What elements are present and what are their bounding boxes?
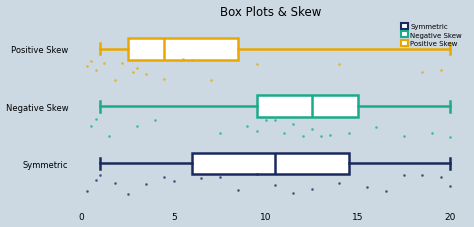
- Point: [161, 78, 168, 82]
- Point: [281, 131, 288, 135]
- Point: [437, 175, 445, 179]
- Point: [87, 59, 94, 63]
- Point: [92, 117, 100, 121]
- Legend: Symmetric, Negative Skew, Positive Skew: Symmetric, Negative Skew, Positive Skew: [398, 21, 465, 50]
- Point: [105, 134, 113, 138]
- Point: [336, 182, 343, 185]
- Point: [290, 123, 297, 126]
- Point: [308, 128, 316, 131]
- Point: [96, 174, 104, 177]
- Point: [345, 132, 353, 135]
- Point: [118, 62, 126, 66]
- Point: [299, 134, 306, 138]
- Point: [142, 182, 150, 186]
- PathPatch shape: [256, 96, 358, 117]
- Point: [419, 71, 426, 75]
- Point: [198, 176, 205, 180]
- Point: [271, 183, 279, 187]
- Point: [129, 71, 137, 74]
- Point: [253, 130, 260, 134]
- Point: [92, 69, 100, 72]
- Point: [253, 173, 260, 176]
- Point: [290, 192, 297, 195]
- Point: [373, 126, 380, 130]
- Point: [244, 124, 251, 128]
- Point: [170, 180, 177, 183]
- Point: [83, 190, 91, 193]
- Point: [161, 175, 168, 179]
- Point: [133, 125, 141, 128]
- Point: [216, 176, 224, 179]
- Point: [437, 69, 445, 72]
- Point: [317, 134, 325, 138]
- Point: [188, 59, 196, 62]
- Point: [446, 136, 454, 140]
- Point: [111, 79, 118, 82]
- Point: [400, 135, 408, 138]
- Point: [271, 119, 279, 122]
- Point: [179, 58, 187, 62]
- Point: [83, 65, 91, 69]
- Point: [124, 192, 131, 196]
- Point: [382, 189, 389, 192]
- Point: [234, 188, 242, 192]
- Point: [308, 188, 316, 191]
- Point: [336, 63, 343, 67]
- Point: [419, 173, 426, 177]
- Point: [446, 184, 454, 188]
- Point: [400, 174, 408, 178]
- Point: [87, 125, 94, 129]
- Point: [253, 63, 260, 67]
- Point: [262, 119, 270, 123]
- Point: [207, 79, 214, 83]
- Point: [364, 185, 371, 189]
- Point: [142, 73, 150, 76]
- Title: Box Plots & Skew: Box Plots & Skew: [220, 5, 321, 18]
- Point: [100, 62, 108, 65]
- Point: [327, 133, 334, 137]
- PathPatch shape: [192, 153, 349, 175]
- Point: [133, 67, 141, 71]
- Point: [216, 132, 224, 135]
- Point: [428, 131, 436, 135]
- PathPatch shape: [128, 39, 238, 60]
- Point: [152, 119, 159, 123]
- Point: [111, 182, 118, 185]
- Point: [92, 178, 100, 182]
